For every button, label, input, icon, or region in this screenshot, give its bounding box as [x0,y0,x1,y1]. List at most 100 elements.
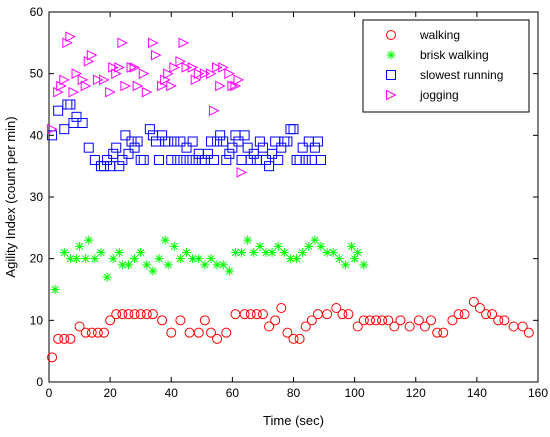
data-point-brisk-walking [206,254,216,264]
data-point-walking [453,309,464,320]
data-point-walking [99,327,110,338]
data-point-slowest-running [184,155,195,165]
data-point-slowest-running [273,155,284,165]
data-point-jogging [218,62,229,73]
data-point-jogging [47,123,58,135]
data-point-walking [426,315,437,326]
data-point-walking [53,333,64,344]
data-point-jogging [80,80,92,92]
data-point-walking [282,327,293,338]
data-point-slowest-running [178,155,189,165]
data-point-jogging [126,62,138,73]
data-point-jogging [138,68,150,79]
legend-label: jogging [419,88,459,102]
data-point-slowest-running [111,142,122,153]
data-point-walking [395,315,406,326]
data-point-slowest-running [294,155,305,165]
data-point-walking [468,296,479,307]
data-point-walking [358,315,369,326]
x-axis-label: Time (sec) [263,413,324,428]
data-point-walking [337,309,348,320]
data-point-jogging [105,86,116,98]
y-tick-label: 10 [30,313,44,327]
data-point-slowest-running [166,155,177,165]
data-point-slowest-running [202,148,213,159]
data-point-walking [105,315,116,326]
data-point-brisk-walking [81,254,91,264]
data-point-brisk-walking [123,260,133,270]
data-point-walking [251,309,262,320]
x-tick-label: 140 [467,386,487,400]
data-point-walking [432,327,443,338]
data-point-walking [517,321,528,332]
data-point-walking [447,315,458,326]
data-point-brisk-walking [328,248,338,257]
data-point-jogging [141,86,153,98]
data-point-jogging [169,62,180,73]
data-point-slowest-running [212,136,223,147]
data-point-walking [419,321,430,332]
data-point-brisk-walking [255,241,265,251]
data-point-slowest-running [297,142,308,153]
data-point-slowest-running [248,148,259,159]
data-point-slowest-running [108,148,119,159]
data-point-jogging [209,105,220,116]
y-axis-ticks: 0 10 20 30 40 50 60 [30,5,538,389]
data-point-brisk-walking [359,260,369,270]
data-point-walking [193,327,204,338]
data-point-brisk-walking [316,241,326,251]
data-point-jogging [178,37,190,49]
data-point-walking [371,315,382,326]
data-point-brisk-walking [75,241,85,251]
data-point-jogging [205,68,217,79]
data-point-slowest-running [242,142,253,153]
data-point-slowest-running [264,161,275,172]
data-point-walking [404,321,415,332]
legend-label: slowest running [420,68,503,82]
y-tick-label: 20 [30,252,44,266]
data-point-slowest-running [239,130,250,141]
data-marks [47,31,534,363]
data-point-walking [111,309,122,320]
data-point-walking [92,327,103,338]
data-point-walking [438,327,449,338]
data-point-walking [383,315,394,326]
data-point-brisk-walking [267,248,277,257]
data-point-slowest-running [233,136,244,147]
data-point-walking [306,315,317,326]
data-point-slowest-running [123,148,134,159]
data-point-slowest-running [114,161,125,172]
data-point-jogging [59,74,70,86]
data-point-slowest-running [89,155,100,165]
data-point-walking [117,309,128,320]
data-point-jogging [129,62,141,73]
data-point-jogging [175,56,187,67]
x-tick-label: 0 [46,386,53,400]
data-point-brisk-walking [102,272,112,282]
y-tick-label: 40 [30,128,44,142]
data-point-jogging [65,31,77,42]
data-point-brisk-walking [117,260,127,270]
data-point-brisk-walking [50,285,60,294]
x-tick-label: 20 [103,386,117,400]
data-point-slowest-running [126,136,137,147]
data-point-slowest-running [83,142,94,153]
data-point-jogging [99,74,110,86]
data-point-walking [413,315,424,326]
x-tick-label: 60 [226,386,240,400]
data-point-brisk-walking [298,248,308,257]
data-point-jogging [92,74,104,86]
data-point-slowest-running [71,111,82,122]
data-point-brisk-walking [84,235,94,245]
data-point-walking [300,321,311,332]
data-point-brisk-walking [212,260,222,270]
legend-box [362,19,530,113]
data-point-slowest-running [132,136,143,147]
data-point-brisk-walking [261,248,271,257]
data-point-walking [493,315,504,326]
data-point-slowest-running [254,136,265,147]
data-point-walking [364,315,375,326]
data-point-walking [377,315,388,326]
data-point-brisk-walking [340,260,350,270]
